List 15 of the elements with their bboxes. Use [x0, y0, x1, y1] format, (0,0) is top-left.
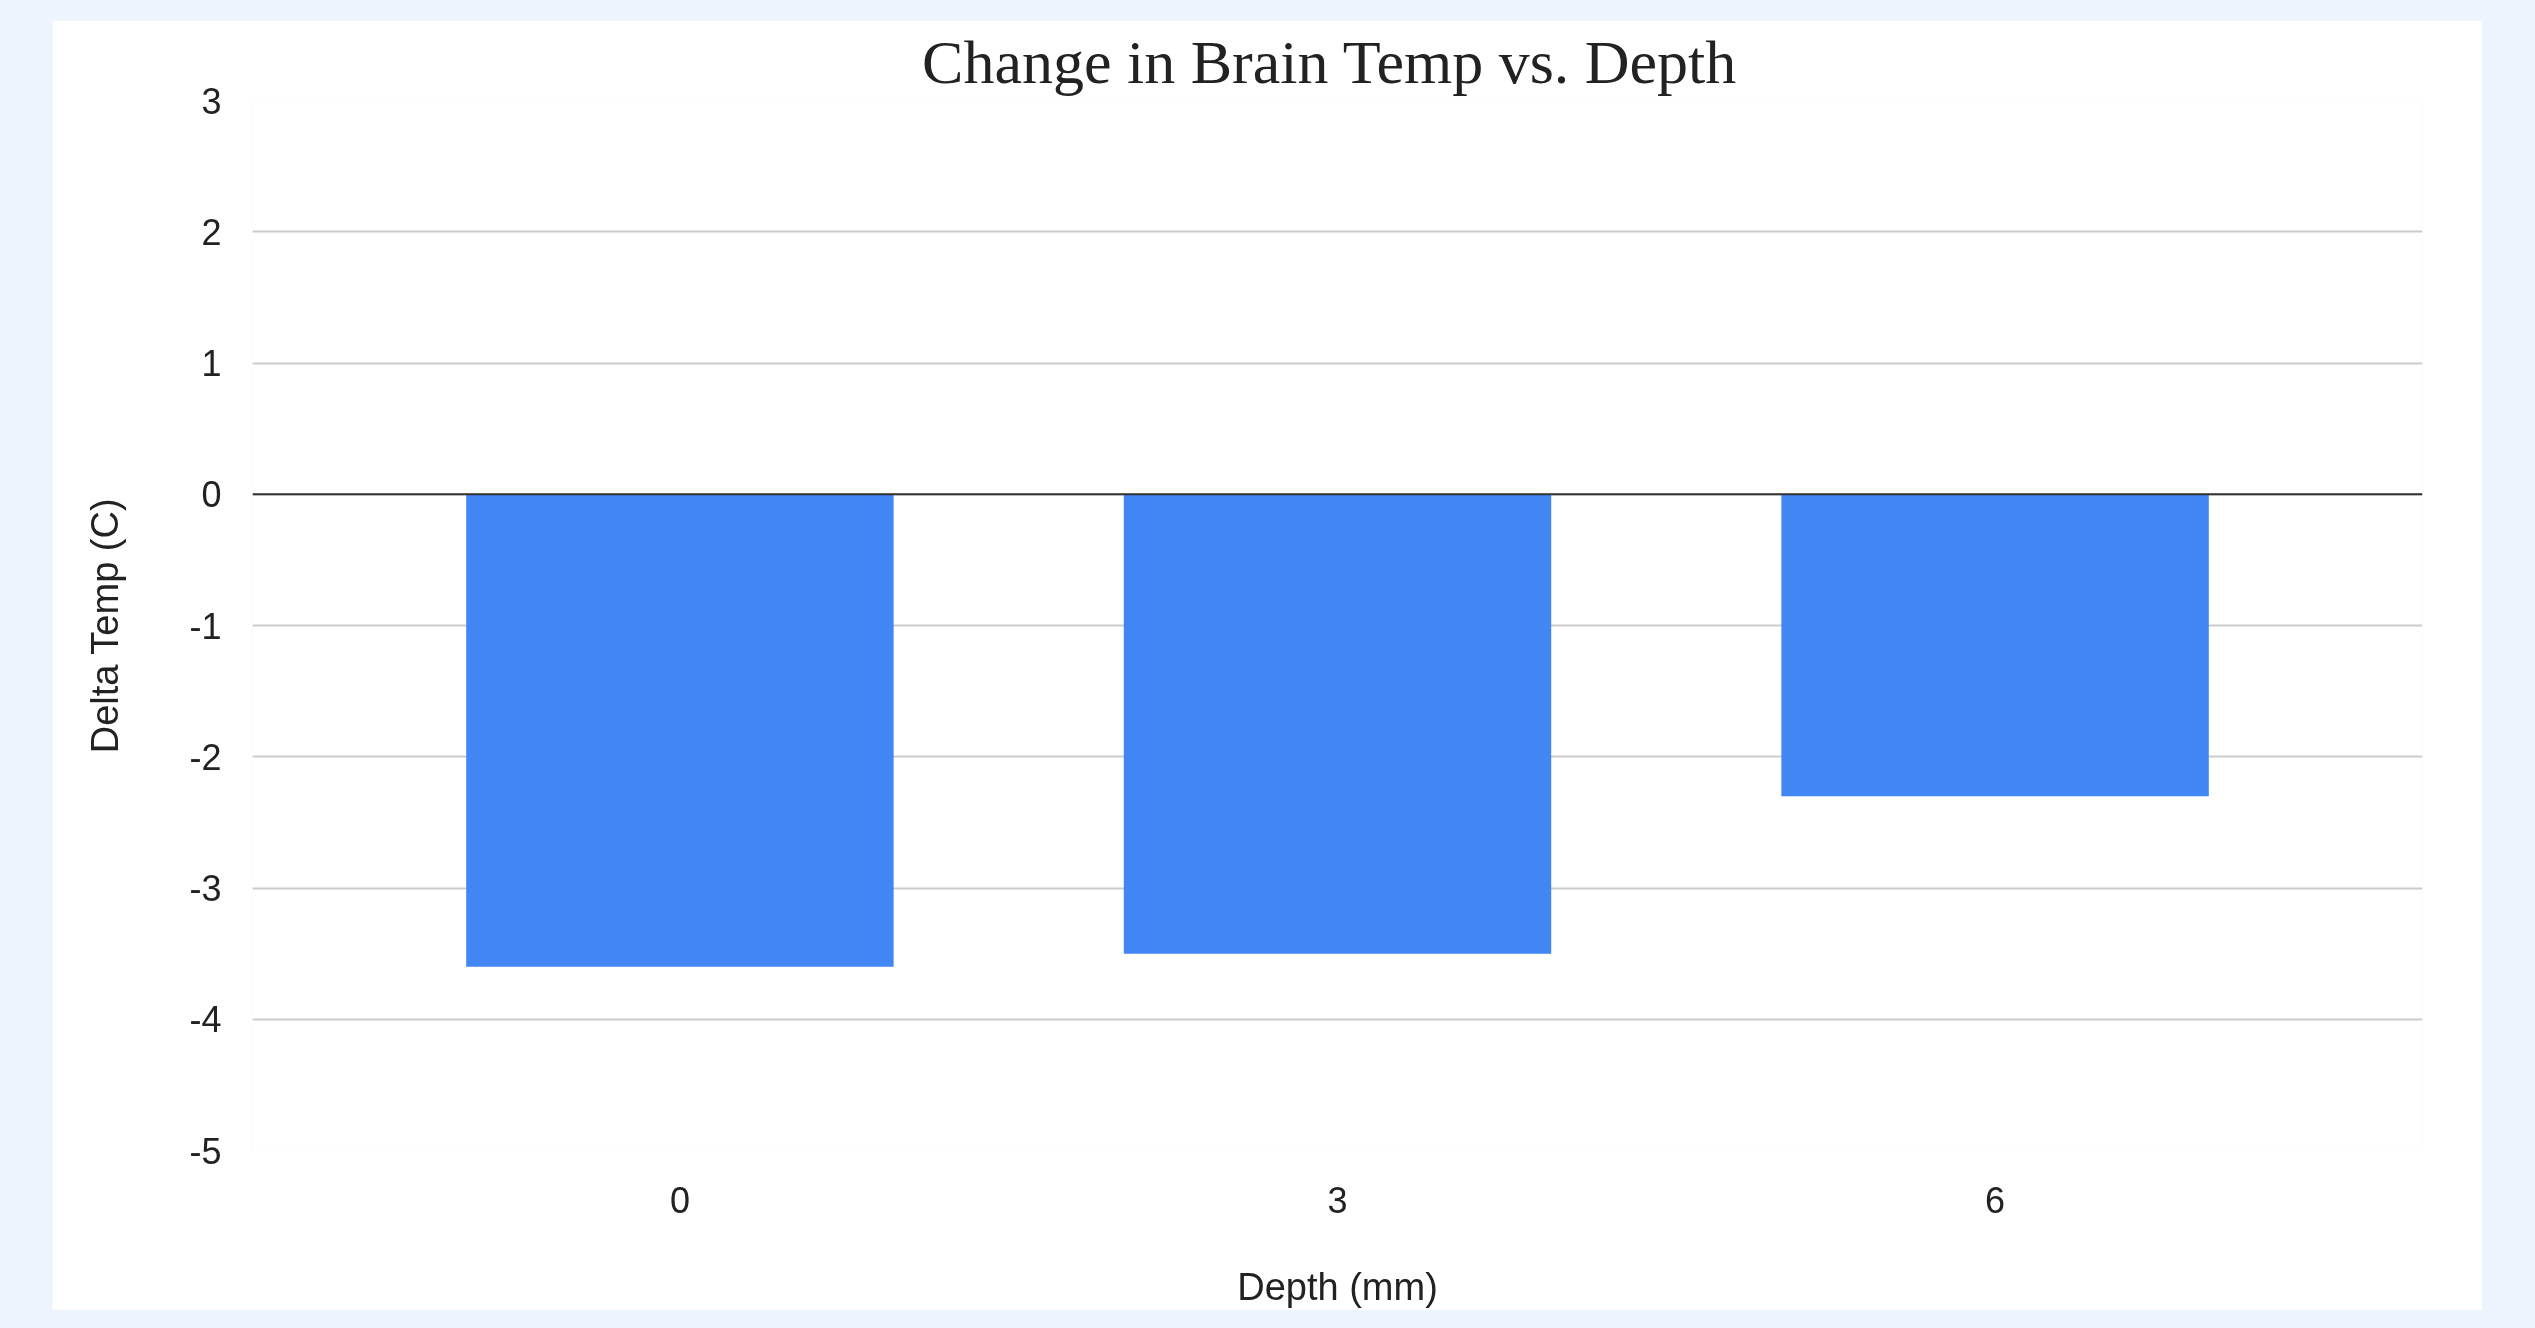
chart-title: Change in Brain Temp vs. Depth [922, 27, 1737, 96]
y-tick-label: -2 [189, 736, 222, 778]
y-tick-label: -1 [189, 605, 222, 647]
x-tick-label: 6 [1985, 1179, 2006, 1221]
x-axis-title: Depth (mm) [1237, 1265, 1438, 1308]
y-tick-label: -4 [189, 999, 222, 1041]
y-tick-label: -5 [189, 1130, 222, 1172]
y-tick-label: 3 [201, 80, 222, 122]
x-tick-label: 0 [669, 1179, 690, 1221]
x-tick-label: 3 [1327, 1179, 1348, 1221]
y-tick-label: 2 [201, 211, 222, 253]
y-axis-title: Delta Temp (C) [84, 498, 127, 754]
y-tick-label: -3 [189, 868, 222, 909]
y-tick-label: 0 [201, 474, 222, 516]
y-tick-label: 1 [201, 343, 222, 384]
